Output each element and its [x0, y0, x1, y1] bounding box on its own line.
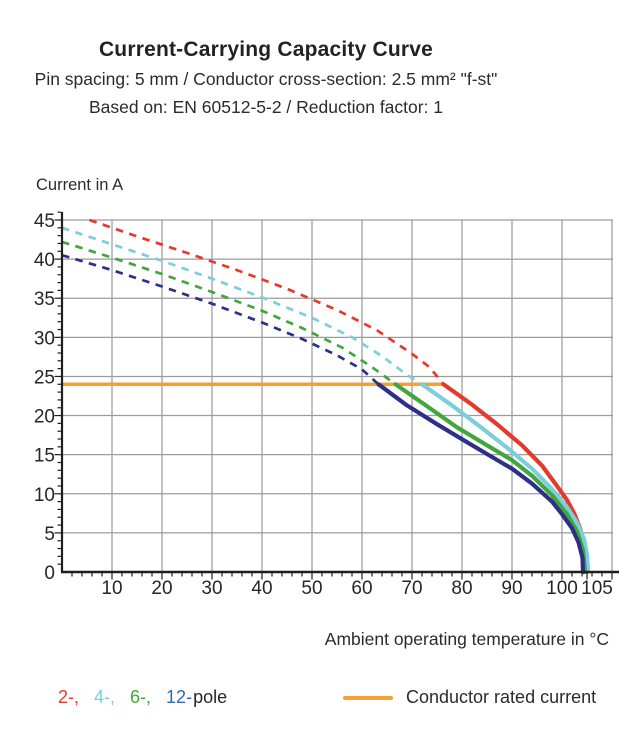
svg-text:20: 20: [151, 578, 172, 599]
x-axis-title: Ambient operating temperature in °C: [324, 629, 609, 649]
legend-2-pole: 2-,: [58, 687, 80, 707]
poles-legend-items: 2-, 4-, 6-, 12-: [58, 687, 193, 708]
series-6-pole: [61, 240, 588, 575]
svg-text:30: 30: [201, 578, 222, 599]
axis-tick-labels: 0 5 10 15 20 25 30 35 40 45 10 20 30 40 50 60 70 80 90 100 1…: [34, 211, 613, 599]
svg-text:30: 30: [34, 328, 55, 349]
svg-text:15: 15: [34, 446, 55, 467]
svg-text:20: 20: [34, 407, 55, 428]
svg-text:10: 10: [34, 485, 55, 506]
svg-text:10: 10: [101, 578, 122, 599]
svg-text:70: 70: [401, 578, 422, 599]
svg-text:60: 60: [351, 578, 372, 599]
svg-text:40: 40: [34, 250, 55, 271]
svg-text:50: 50: [301, 578, 322, 599]
axis-ticks: [54, 211, 613, 580]
svg-text:80: 80: [451, 578, 472, 599]
series-12-pole: [61, 253, 586, 575]
svg-text:25: 25: [34, 367, 55, 388]
y-axis-title: Current in A: [36, 176, 124, 194]
rated-current-line-swatch: [343, 695, 393, 700]
legend-12-pole: 12-: [166, 687, 193, 707]
legend-4-pole: 4-,: [94, 687, 116, 707]
legend-6-pole: 6-,: [130, 687, 152, 707]
rated-current-label: Conductor rated current: [406, 687, 597, 707]
gridlines: [62, 219, 613, 572]
svg-text:0: 0: [44, 563, 55, 584]
poles-legend-suffix: pole: [193, 687, 228, 707]
svg-text:100: 100: [546, 578, 578, 599]
svg-text:35: 35: [34, 289, 55, 310]
svg-text:40: 40: [251, 578, 272, 599]
svg-text:5: 5: [44, 524, 55, 545]
axes: [60, 212, 619, 574]
chart-title: Current-Carrying Capacity Curve: [98, 38, 434, 61]
svg-text:90: 90: [501, 578, 522, 599]
chart-subtitle-standard: Based on: EN 60512-5-2 / Reduction facto…: [88, 97, 444, 117]
chart-header: Current-Carrying Capacity Curve Pin spac…: [0, 38, 532, 118]
svg-text:45: 45: [34, 211, 55, 232]
series-4-pole: [61, 226, 591, 575]
chart-subtitle-pin-spacing: Pin spacing: 5 mm / Conductor cross-sect…: [34, 69, 498, 89]
rated-current-legend: Conductor rated current: [343, 687, 596, 708]
svg-text:105: 105: [581, 578, 613, 599]
poles-legend: 2-, 4-, 6-, 12- pole: [58, 687, 227, 708]
